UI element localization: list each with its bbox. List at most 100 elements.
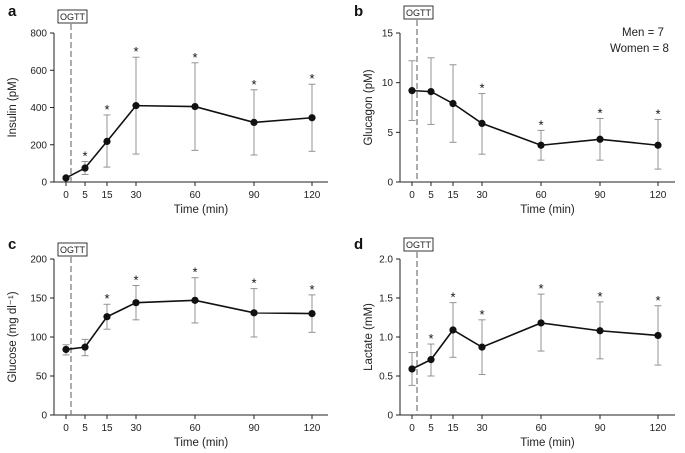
data-point [81,164,89,172]
panel-letter: b [354,3,363,20]
x-tick-label: 60 [535,190,547,201]
x-tick-label: 15 [447,423,459,434]
data-point [427,88,435,96]
x-tick-label: 120 [304,190,321,201]
x-axis-label: Time (min) [174,204,229,216]
y-axis-label: Insulin (pM) [7,77,19,137]
x-tick-label: 30 [130,423,142,434]
y-tick-label: 2.0 [379,255,393,266]
note-men: Men = 7 [622,27,664,39]
x-tick-label: 0 [63,190,69,201]
y-tick-label: 10 [382,78,394,89]
y-axis-label: Glucose (mg dl⁻¹) [7,291,19,382]
x-tick-label: 120 [650,190,667,201]
data-point [596,135,604,143]
significance-star: * [597,289,602,304]
x-tick-label: 0 [409,423,415,434]
y-tick-label: 1.0 [379,333,393,344]
significance-star: * [655,106,660,121]
data-point [103,137,111,145]
data-point [308,310,316,318]
y-tick-label: 0 [41,178,47,189]
significance-star: * [655,293,660,308]
panel-c: c 0 50 100 150 200 0 5 15 30 60 90 120 Time (min) Gluc… [7,236,328,449]
x-tick-label: 60 [189,423,201,434]
ogtt-label: OGTT [60,245,85,255]
series-line [411,89,659,147]
x-axis-label: Time (min) [520,204,575,216]
x-tick-label: 120 [304,423,321,434]
data-point [62,345,70,354]
x-tick-label: 30 [476,190,488,201]
ogtt-label: OGTT [406,240,431,250]
y-tick-label: 15 [382,29,394,40]
series-line [65,104,313,179]
x-tick-label: 90 [594,190,606,201]
x-tick-label: 5 [428,423,434,434]
significance-star: * [597,105,602,120]
data-point [537,141,545,149]
y-axis-label: Glucagon (pM) [363,69,375,145]
x-tick-label: 60 [189,190,201,201]
significance-star: * [479,81,484,96]
data-point [62,174,70,182]
significance-star: * [104,291,109,306]
y-tick-label: 600 [30,66,47,77]
significance-star: * [133,44,138,59]
significance-star: * [538,117,543,132]
significance-star: * [428,331,433,346]
data-point [654,331,662,340]
data-point [596,327,604,335]
data-point [191,296,199,304]
ogtt-box [57,242,88,257]
y-tick-label: 50 [36,372,48,383]
series-line [411,322,659,370]
significance-star: * [192,265,197,280]
panel-b: b 0 5 10 15 0 5 15 30 60 90 120 Time (min) Glucagon (… [354,3,675,216]
panel-letter: a [8,3,17,20]
data-point [132,299,140,307]
significance-star: * [104,102,109,117]
data-point [449,326,457,334]
significance-star: * [192,50,197,65]
y-tick-label: 5 [387,128,393,139]
x-tick-label: 5 [428,190,434,201]
y-tick-label: 0 [387,411,393,422]
x-tick-label: 90 [594,423,606,434]
x-tick-label: 15 [101,190,113,201]
ogtt-label: OGTT [406,8,431,18]
y-tick-label: 200 [30,255,47,266]
x-tick-label: 120 [650,423,667,434]
x-tick-label: 0 [409,190,415,201]
x-tick-label: 60 [535,423,547,434]
note-women: Women = 8 [610,43,669,55]
y-tick-label: 0 [41,411,47,422]
data-point [478,119,486,127]
y-tick-label: 0.5 [379,372,393,383]
data-point [427,356,435,364]
significance-star: * [251,276,256,291]
y-tick-label: 150 [30,294,47,305]
x-tick-label: 15 [101,423,113,434]
x-tick-label: 5 [82,190,88,201]
ogtt-box [403,5,434,20]
y-axis-label: Lactate (mM) [363,303,375,371]
significance-star: * [450,290,455,305]
ogtt-box [57,9,88,24]
panel-d: d 0 0.5 1.0 1.5 2.0 0 5 15 30 60 90 120 Time (min) Lac… [354,236,675,449]
x-tick-label: 0 [63,423,69,434]
significance-star: * [133,273,138,288]
series-line [65,299,313,351]
y-tick-label: 800 [30,29,47,40]
y-tick-label: 0 [387,178,393,189]
significance-star: * [479,307,484,322]
data-point [449,99,457,108]
significance-star: * [309,71,314,86]
data-point [537,319,545,327]
data-point [408,365,416,373]
significance-star: * [538,281,543,296]
panel-letter: d [354,236,363,253]
y-tick-label: 400 [30,103,47,114]
y-tick-label: 100 [30,333,47,344]
